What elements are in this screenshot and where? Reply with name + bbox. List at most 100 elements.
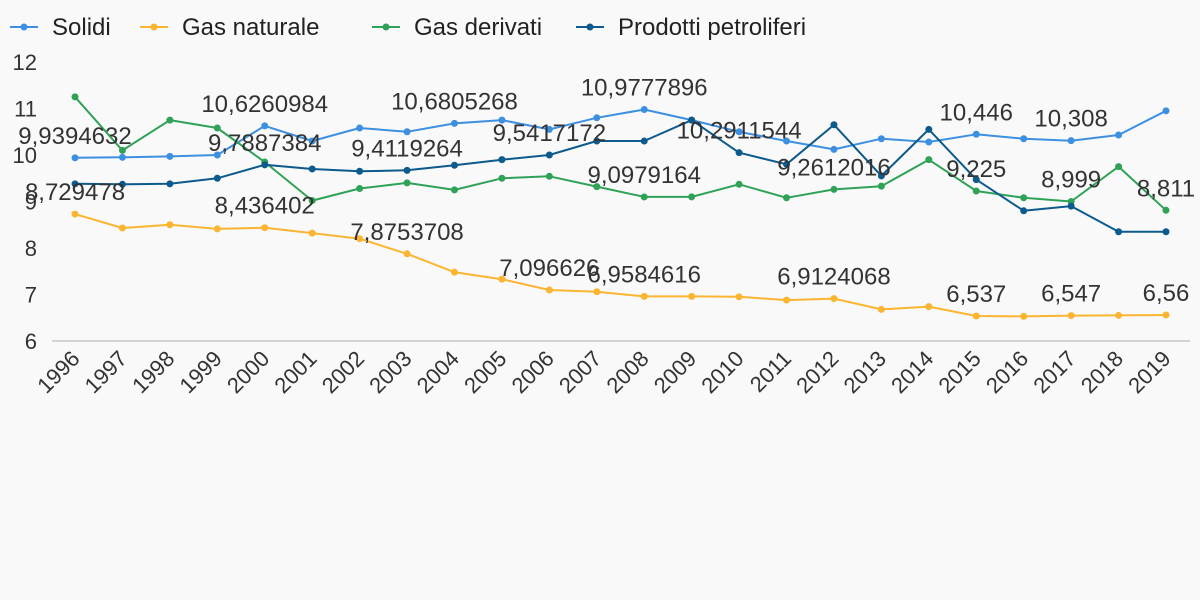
data-point[interactable] xyxy=(735,180,743,188)
data-point[interactable] xyxy=(450,268,458,276)
data-point[interactable] xyxy=(688,116,696,124)
data-point[interactable] xyxy=(1162,228,1170,236)
data-point[interactable] xyxy=(593,288,601,296)
data-point[interactable] xyxy=(593,183,601,191)
data-point[interactable] xyxy=(877,172,885,180)
x-tick-label: 1999 xyxy=(175,346,227,398)
data-point[interactable] xyxy=(261,161,269,169)
data-point[interactable] xyxy=(545,125,553,133)
data-point[interactable] xyxy=(925,156,933,164)
data-point[interactable] xyxy=(972,312,980,320)
data-point[interactable] xyxy=(213,124,221,132)
data-point[interactable] xyxy=(498,156,506,164)
data-point[interactable] xyxy=(735,128,743,136)
legend-item[interactable]: Prodotti petroliferi xyxy=(576,14,806,41)
data-point[interactable] xyxy=(118,180,126,188)
data-point[interactable] xyxy=(71,210,79,218)
data-point[interactable] xyxy=(972,187,980,195)
data-point[interactable] xyxy=(450,161,458,169)
data-point[interactable] xyxy=(593,114,601,122)
data-point[interactable] xyxy=(213,151,221,159)
data-point[interactable] xyxy=(71,93,79,101)
data-point[interactable] xyxy=(261,122,269,130)
data-point[interactable] xyxy=(640,106,648,114)
data-point[interactable] xyxy=(1115,163,1123,171)
legend-item[interactable]: Gas derivati xyxy=(372,14,542,41)
data-point[interactable] xyxy=(450,186,458,194)
data-point[interactable] xyxy=(403,250,411,258)
data-point[interactable] xyxy=(545,286,553,294)
data-point[interactable] xyxy=(498,116,506,124)
data-point[interactable] xyxy=(735,293,743,301)
data-point[interactable] xyxy=(1162,311,1170,319)
data-point[interactable] xyxy=(1020,312,1028,320)
data-point[interactable] xyxy=(925,125,933,133)
data-point[interactable] xyxy=(877,182,885,190)
data-point[interactable] xyxy=(1020,135,1028,143)
data-point[interactable] xyxy=(1162,107,1170,115)
data-point[interactable] xyxy=(166,116,174,124)
data-point[interactable] xyxy=(783,194,791,202)
data-point[interactable] xyxy=(118,153,126,161)
data-point[interactable] xyxy=(118,146,126,154)
data-point[interactable] xyxy=(118,224,126,232)
data-point[interactable] xyxy=(830,121,838,129)
data-point[interactable] xyxy=(308,197,316,205)
data-point[interactable] xyxy=(213,174,221,182)
data-point[interactable] xyxy=(71,180,79,188)
data-point[interactable] xyxy=(308,137,316,145)
data-point[interactable] xyxy=(356,167,364,175)
data-point[interactable] xyxy=(166,180,174,188)
data-point[interactable] xyxy=(1020,194,1028,202)
data-point[interactable] xyxy=(972,176,980,184)
data-point[interactable] xyxy=(450,119,458,127)
data-point[interactable] xyxy=(545,172,553,180)
data-point[interactable] xyxy=(498,275,506,283)
data-point[interactable] xyxy=(640,137,648,145)
data-point[interactable] xyxy=(925,138,933,146)
data-labels: 9,9394632 10,6260984 10,6805268 10,9777896 1… xyxy=(18,75,1195,308)
data-point[interactable] xyxy=(830,145,838,153)
data-point[interactable] xyxy=(356,235,364,243)
data-point[interactable] xyxy=(166,152,174,160)
data-point[interactable] xyxy=(1067,137,1075,145)
data-point[interactable] xyxy=(972,130,980,138)
legend-item[interactable]: Gas naturale xyxy=(140,14,319,41)
data-point[interactable] xyxy=(830,185,838,193)
data-point[interactable] xyxy=(925,303,933,311)
data-point[interactable] xyxy=(545,151,553,159)
data-point[interactable] xyxy=(688,193,696,201)
data-point[interactable] xyxy=(403,166,411,174)
data-point[interactable] xyxy=(640,292,648,300)
data-point[interactable] xyxy=(830,295,838,303)
data-point[interactable] xyxy=(1115,311,1123,319)
x-tick-label: 2015 xyxy=(934,346,986,398)
data-point[interactable] xyxy=(877,135,885,143)
data-point[interactable] xyxy=(261,224,269,232)
data-point[interactable] xyxy=(308,165,316,173)
data-point[interactable] xyxy=(166,221,174,229)
data-point[interactable] xyxy=(877,305,885,313)
legend-item[interactable]: Solidi xyxy=(10,14,111,41)
data-point[interactable] xyxy=(71,154,79,162)
data-point[interactable] xyxy=(1020,207,1028,215)
data-point[interactable] xyxy=(735,149,743,157)
data-point[interactable] xyxy=(783,137,791,145)
data-point[interactable] xyxy=(593,137,601,145)
data-point[interactable] xyxy=(213,225,221,233)
data-point[interactable] xyxy=(308,229,316,237)
data-point[interactable] xyxy=(1067,312,1075,320)
data-point[interactable] xyxy=(356,184,364,192)
data-point[interactable] xyxy=(1115,228,1123,236)
data-point[interactable] xyxy=(1162,206,1170,214)
data-point[interactable] xyxy=(1067,202,1075,210)
data-point[interactable] xyxy=(498,174,506,182)
data-point[interactable] xyxy=(356,124,364,132)
data-point[interactable] xyxy=(783,296,791,304)
data-point[interactable] xyxy=(688,292,696,300)
data-point[interactable] xyxy=(783,160,791,168)
data-point[interactable] xyxy=(1115,131,1123,139)
data-point[interactable] xyxy=(403,179,411,187)
data-point[interactable] xyxy=(640,193,648,201)
data-point[interactable] xyxy=(403,128,411,136)
